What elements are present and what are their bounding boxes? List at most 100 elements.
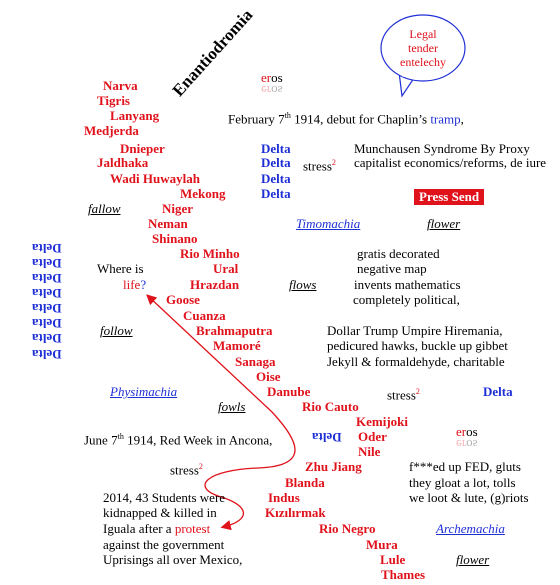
river: Thames	[381, 567, 426, 582]
text-line: Munchausen Syndrome By Proxy	[354, 141, 530, 157]
text-line: f***ed up FED, gluts	[409, 459, 521, 475]
text-line: we loot & lute, (g)riots	[409, 490, 529, 506]
text-segment: kidnapped & killed in	[103, 505, 217, 520]
text-segment: invents mathematics	[354, 277, 461, 292]
delta: Delta	[261, 186, 291, 201]
text-line: Dollar Trump Umpire Hiremania,	[327, 323, 502, 339]
note: fowls	[218, 399, 246, 414]
note: follow	[100, 323, 133, 338]
flipped-delta: Delta	[312, 430, 342, 445]
text-line: 2014, 43 Students were	[103, 490, 225, 506]
text-segment: Jekyll & formaldehyde, charitable	[327, 354, 505, 369]
river: Dnieper	[120, 141, 165, 156]
press-send-button[interactable]: Press Send	[414, 189, 485, 205]
river: Hrazdan	[190, 277, 240, 292]
delta: Delta	[261, 155, 291, 170]
text-segment: os	[271, 70, 283, 85]
text-line: pedicured hawks, buckle up gibbet	[327, 338, 508, 354]
text-segment: er	[261, 83, 272, 98]
text-segment: f***ed up FED, gluts	[409, 459, 521, 474]
text-segment: 1914, Red Week in Ancona,	[123, 432, 273, 448]
river: Jaldhaka	[97, 155, 149, 170]
river: Mekong	[180, 186, 226, 201]
river: Rio Minho	[180, 246, 240, 261]
text-segment: negative map	[357, 261, 427, 276]
note: fallow	[88, 201, 121, 216]
text-line: against the government	[103, 537, 224, 553]
river: Mura	[366, 537, 398, 552]
note: flower	[456, 552, 490, 567]
text-segment: protest	[174, 521, 211, 536]
river: Kızılırmak	[265, 505, 326, 520]
text-line: completely political,	[353, 292, 460, 308]
text-segment: gratis decorated	[357, 246, 440, 261]
text-line: June 7th 1914, Red Week in Ancona,	[84, 429, 272, 448]
river: Goose	[166, 292, 200, 307]
river: Brahmaputra	[196, 323, 273, 338]
flipped-delta: Delta	[32, 301, 62, 316]
text-line: Iguala after a protest	[103, 521, 210, 537]
river: Cuanza	[183, 308, 226, 323]
delta: Delta	[261, 141, 291, 156]
river: Blanda	[285, 475, 325, 490]
stress: stress2	[303, 155, 336, 174]
text-segment: 2	[331, 158, 336, 167]
text-line: life?	[123, 277, 146, 293]
text-line: February 7th 1914, debut for Chaplin’s t…	[228, 108, 464, 127]
note: Physimachia	[110, 384, 178, 399]
flipped-delta: Delta	[32, 331, 62, 346]
text-segment: stress	[170, 462, 199, 478]
flipped-delta: Delta	[32, 271, 62, 286]
river: Kemijoki	[356, 414, 408, 429]
text-segment: June 7	[84, 432, 118, 448]
text-segment: completely political,	[353, 292, 460, 307]
river: Oise	[256, 369, 281, 384]
river: Mamoré	[213, 338, 261, 353]
text-segment: stress	[303, 158, 332, 174]
eros-reflection: eros	[456, 436, 478, 452]
river: Narva	[103, 78, 138, 93]
river: Wadi Huwaylah	[110, 171, 200, 186]
text-segment: capitalist economics/reforms, de iure	[354, 155, 547, 170]
text-segment: Where is	[97, 261, 144, 276]
note: flows	[289, 277, 317, 292]
text-line: invents mathematics	[354, 277, 461, 293]
text-segment: 2014, 43 Students were	[103, 490, 226, 505]
delta: Delta	[261, 171, 291, 186]
text-segment: th	[117, 432, 124, 441]
text-segment: os	[466, 424, 478, 439]
river: Oder	[358, 429, 387, 444]
text-segment: 2	[198, 462, 203, 471]
text-line: they gloat a lot, tolls	[409, 475, 516, 491]
eros: eros	[456, 424, 478, 440]
text-segment: Dollar Trump Umpire Hiremania,	[327, 323, 503, 338]
text-segment: th	[284, 111, 291, 120]
river: Tigris	[97, 93, 130, 108]
river: Sanaga	[235, 354, 276, 369]
text-segment: er	[261, 70, 272, 85]
stress: stress2	[170, 459, 203, 478]
text-segment: they gloat a lot, tolls	[409, 475, 516, 490]
river: Shinano	[152, 231, 198, 246]
text-segment: stress	[387, 387, 416, 403]
bubble-text: Legal tender entelechy	[400, 27, 446, 69]
flipped-delta: Delta	[32, 256, 62, 271]
text-segment: Munchausen Syndrome By Proxy	[354, 141, 530, 156]
river: Niger	[162, 201, 194, 216]
river: Rio Negro	[319, 521, 376, 536]
note: Timomachia	[296, 216, 361, 231]
text-segment: we loot & lute, (g)riots	[409, 490, 529, 505]
river: Ural	[213, 261, 239, 276]
text-line: capitalist economics/reforms, de iure	[354, 155, 546, 171]
text-line: gratis decorated	[357, 246, 440, 262]
text-segment: life	[123, 277, 141, 292]
stress: stress2	[387, 384, 420, 403]
text-line: Jekyll & formaldehyde, charitable	[327, 354, 505, 370]
text-segment: ?	[140, 277, 147, 292]
eros: eros	[261, 70, 283, 86]
river: Nile	[358, 444, 381, 459]
text-segment: against the government	[103, 537, 225, 552]
river: Medjerda	[84, 123, 139, 138]
